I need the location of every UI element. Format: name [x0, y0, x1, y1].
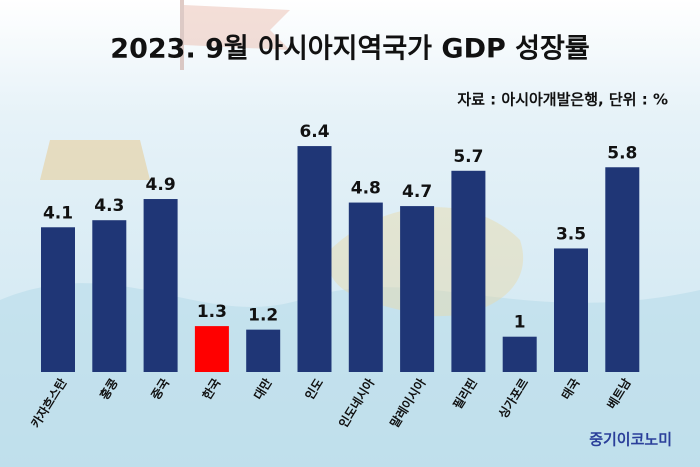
value-label: 4.3: [94, 196, 124, 216]
chart-title: 2023. 9월 아시아지역국가 GDP 성장률: [110, 34, 589, 65]
bar: [348, 202, 383, 372]
bar: [451, 170, 486, 372]
value-label: 5.8: [607, 143, 637, 163]
value-label: 6.4: [299, 122, 329, 142]
bar: [92, 220, 127, 372]
bar: [246, 329, 281, 372]
temple-decoration: [40, 140, 150, 180]
flag-decoration: [184, 5, 290, 50]
value-label: 1: [514, 313, 526, 333]
value-label: 5.7: [453, 147, 483, 167]
bar: [143, 199, 178, 372]
value-label: 4.8: [351, 179, 381, 199]
value-label: 4.1: [43, 203, 73, 223]
bar: [400, 206, 435, 372]
bar: [554, 248, 588, 372]
value-label: 1.3: [197, 302, 227, 322]
value-label: 4.7: [402, 182, 432, 202]
value-label: 3.5: [556, 224, 586, 244]
value-label: 1.2: [248, 306, 278, 326]
chart-subtitle: 자료 : 아시아개발은행, 단위 : %: [457, 91, 668, 109]
bar: [41, 227, 75, 372]
bar: [605, 167, 640, 372]
flagpole-decoration: [180, 0, 184, 70]
bar: [502, 336, 537, 372]
bar: [297, 146, 332, 372]
value-label: 4.9: [146, 175, 176, 195]
source-label: 중기이코노미: [589, 431, 672, 449]
bar: [194, 326, 229, 372]
